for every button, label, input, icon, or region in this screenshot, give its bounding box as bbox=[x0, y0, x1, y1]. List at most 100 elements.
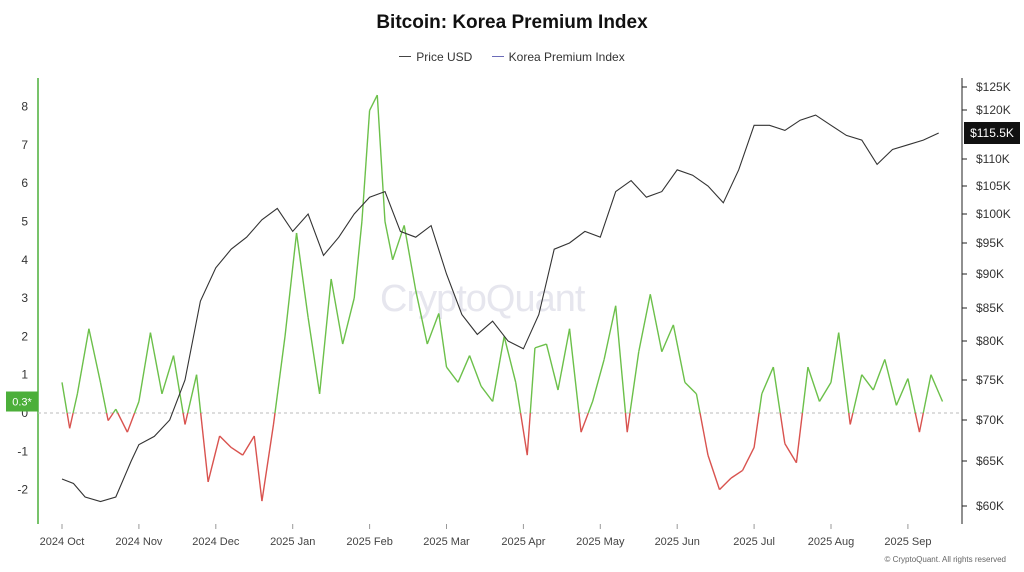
premium-segment bbox=[138, 332, 152, 402]
premium-segment bbox=[849, 412, 854, 425]
premium-segment bbox=[219, 435, 232, 448]
right-tick-label: $75K bbox=[976, 373, 1004, 387]
premium-segment bbox=[115, 408, 119, 414]
premium-badge bbox=[6, 391, 38, 412]
right-tick-label: $110K bbox=[976, 152, 1010, 166]
price-badge bbox=[964, 122, 1020, 144]
x-tick-label: 2024 Dec bbox=[192, 536, 240, 548]
premium-segment bbox=[568, 328, 580, 414]
right-tick-label: $85K bbox=[976, 301, 1004, 315]
premium-segment bbox=[603, 305, 617, 360]
premium-segment bbox=[284, 232, 298, 337]
left-tick-label: 5 bbox=[21, 215, 28, 229]
premium-segment bbox=[88, 328, 102, 383]
premium-segment bbox=[126, 412, 136, 433]
right-tick-label: $125K bbox=[976, 80, 1011, 94]
legend-item-price[interactable]: Price USD bbox=[399, 50, 472, 64]
premium-segment bbox=[784, 443, 797, 464]
right-tick-label: $65K bbox=[976, 454, 1004, 468]
premium-segment bbox=[491, 336, 505, 402]
right-tick-label: $70K bbox=[976, 413, 1004, 427]
premium-segment bbox=[753, 412, 760, 448]
premium-segment bbox=[230, 446, 244, 456]
premium-segment bbox=[415, 290, 428, 345]
premium-segment bbox=[545, 343, 559, 391]
right-tick-label: $95K bbox=[976, 236, 1004, 250]
premium-segment bbox=[884, 359, 898, 406]
premium-segment bbox=[529, 347, 536, 414]
copyright-text: © CryptoQuant. All rights reserved bbox=[884, 555, 1007, 564]
premium-segment bbox=[922, 374, 932, 414]
legend-swatch-price bbox=[399, 56, 412, 57]
legend-label-price: Price USD bbox=[416, 49, 473, 64]
premium-segment bbox=[66, 412, 71, 429]
premium-segment bbox=[519, 412, 528, 456]
premium-segment bbox=[457, 355, 471, 383]
premium-segment bbox=[187, 374, 198, 414]
x-tick-label: 2025 Feb bbox=[346, 536, 392, 548]
premium-segment bbox=[480, 385, 494, 402]
chart-title: Bitcoin: Korea Premium Index bbox=[376, 12, 648, 33]
right-tick-label: $100K bbox=[976, 207, 1011, 221]
premium-segment bbox=[307, 317, 321, 394]
premium-segment bbox=[672, 324, 686, 383]
premium-segment bbox=[133, 401, 140, 414]
x-tick-label: 2025 Mar bbox=[423, 536, 470, 548]
left-tick-label: 1 bbox=[21, 368, 28, 382]
right-tick-label: $120K bbox=[976, 103, 1011, 117]
premium-segment bbox=[149, 332, 163, 394]
premium-segment bbox=[376, 95, 386, 222]
premium-segment bbox=[99, 382, 108, 414]
premium-segment bbox=[445, 366, 459, 383]
premium-segment bbox=[515, 382, 522, 414]
left-tick-label: 0 bbox=[21, 406, 28, 420]
premium-segment bbox=[117, 412, 128, 433]
premium-segment bbox=[76, 328, 90, 394]
left-tick-label: 3 bbox=[21, 291, 28, 305]
premium-segment bbox=[861, 374, 874, 391]
premium-segment bbox=[761, 366, 774, 395]
premium-segment bbox=[801, 366, 809, 414]
x-tick-label: 2025 Sep bbox=[884, 536, 931, 548]
right-tick-label: $60K bbox=[976, 499, 1004, 513]
right-tick-label: $90K bbox=[976, 267, 1004, 281]
x-tick-label: 2025 Jul bbox=[733, 536, 775, 548]
premium-segment bbox=[353, 221, 363, 299]
premium-segment bbox=[330, 278, 344, 345]
premium-segment bbox=[361, 110, 371, 222]
premium-segment bbox=[182, 412, 186, 425]
right-tick-label: $80K bbox=[976, 334, 1004, 348]
premium-segment bbox=[758, 393, 763, 414]
premium-segment bbox=[342, 297, 355, 345]
premium-segment bbox=[852, 374, 863, 414]
left-tick-label: -2 bbox=[17, 483, 28, 497]
left-tick-label: 8 bbox=[21, 100, 28, 114]
x-tick-label: 2024 Oct bbox=[40, 536, 85, 548]
premium-segment bbox=[161, 355, 175, 395]
premium-segment bbox=[830, 332, 840, 383]
premium-segment bbox=[272, 412, 276, 425]
premium-segment bbox=[368, 94, 378, 111]
premium-segment bbox=[707, 454, 721, 490]
premium-segment bbox=[384, 221, 394, 260]
premium-segment bbox=[684, 381, 697, 395]
premium-segment bbox=[591, 359, 605, 402]
right-tick-label: $105K bbox=[976, 179, 1011, 193]
premium-segment bbox=[907, 378, 916, 414]
premium-segment bbox=[557, 328, 571, 391]
premium-segment bbox=[199, 412, 209, 483]
premium-segment bbox=[107, 412, 114, 422]
premium-segment bbox=[895, 378, 909, 406]
x-tick-label: 2025 Jun bbox=[655, 536, 700, 548]
premium-segment bbox=[261, 424, 275, 502]
left-tick-label: 4 bbox=[21, 253, 28, 267]
premium-segment bbox=[699, 412, 709, 456]
legend: Price USD Korea Premium Index bbox=[0, 46, 1024, 64]
premium-segment bbox=[779, 412, 786, 444]
legend-label-premium: Korea Premium Index bbox=[508, 49, 625, 64]
premium-segment bbox=[914, 412, 921, 433]
legend-item-premium[interactable]: Korea Premium Index bbox=[491, 49, 625, 64]
premium-segment bbox=[614, 305, 627, 414]
premium-segment bbox=[392, 225, 405, 261]
